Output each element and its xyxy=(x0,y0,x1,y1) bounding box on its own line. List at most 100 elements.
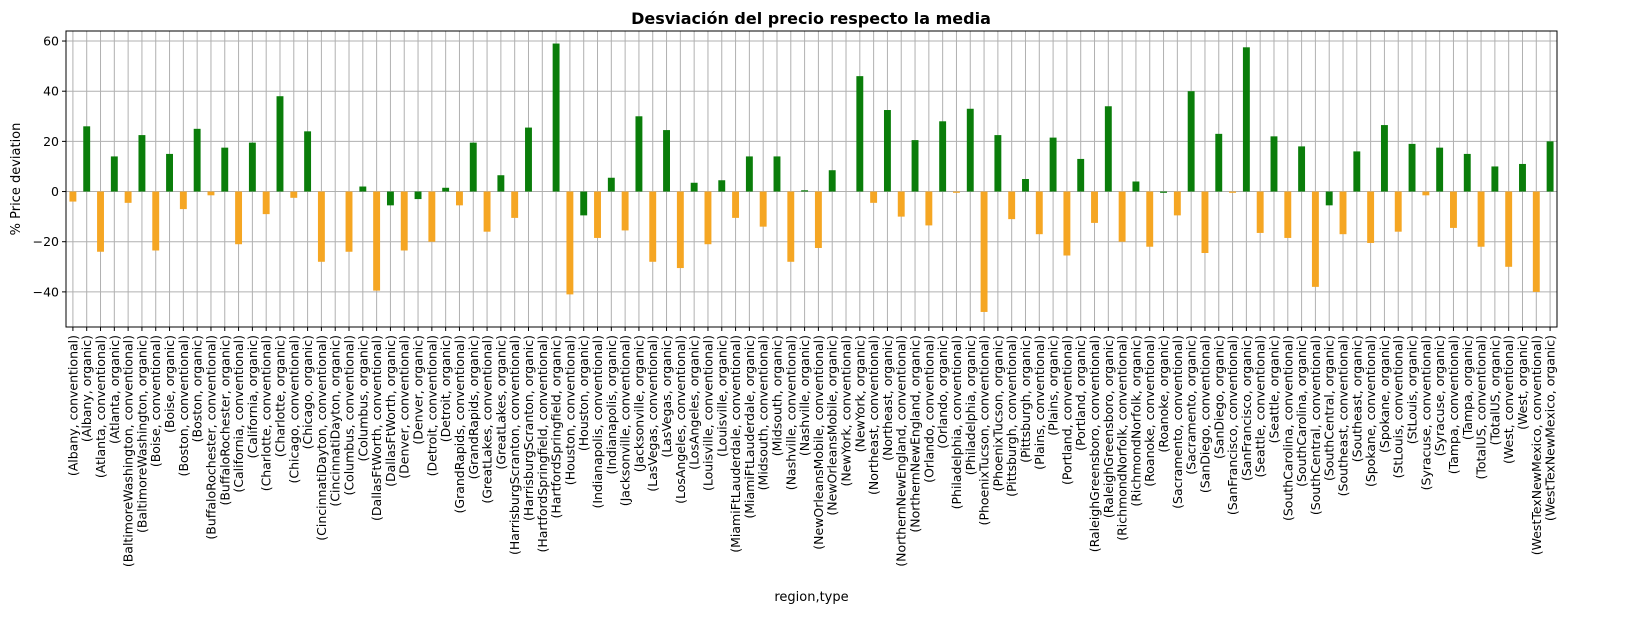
x-tick-label: (Philadelphia, organic) xyxy=(963,335,978,475)
bar xyxy=(152,191,160,251)
plot-frame xyxy=(65,30,1558,328)
x-tick-label: (Southeast, conventional) xyxy=(1336,335,1351,496)
y-tick-label: −40 xyxy=(33,284,59,299)
bar xyxy=(1215,133,1223,192)
x-tick-label: (RaleighGreensboro, organic) xyxy=(1101,335,1116,518)
bar xyxy=(511,191,519,218)
x-tick-label: (LosAngeles, organic) xyxy=(687,335,702,470)
bar xyxy=(787,191,795,262)
x-tick-label: (NewOrleansMobile, organic) xyxy=(825,335,840,516)
x-tick-label: (StLouis, organic) xyxy=(1405,335,1420,444)
bar xyxy=(745,156,753,192)
bar xyxy=(124,191,132,203)
bar xyxy=(939,121,947,192)
x-tick-label: (HartfordSpringfield, organic) xyxy=(549,335,564,518)
x-tick-label: (TotalUS, organic) xyxy=(1487,335,1502,445)
bar xyxy=(1229,191,1237,193)
bar xyxy=(1298,146,1306,192)
x-tick-label: (SanDiego, organic) xyxy=(1211,335,1226,459)
bar xyxy=(483,191,491,232)
x-tick-label: (Orlando, conventional) xyxy=(921,335,936,483)
x-tick-label: (West, organic) xyxy=(1515,335,1530,430)
bar xyxy=(1532,191,1540,292)
bar xyxy=(110,156,118,192)
bar xyxy=(386,191,394,206)
x-tick-label: (SanFrancisco, conventional) xyxy=(1225,335,1240,515)
bar xyxy=(870,191,878,203)
x-tick-label: (HartfordSpringfield, conventional) xyxy=(535,335,550,553)
bar xyxy=(442,187,450,192)
x-tick-label: (Seattle, conventional) xyxy=(1253,335,1268,477)
bar xyxy=(966,108,974,192)
x-tick-label: (Louisville, organic) xyxy=(714,335,729,457)
bar xyxy=(1450,191,1457,228)
bar xyxy=(248,142,256,192)
bar xyxy=(83,126,91,192)
x-tick-label: (NewYork, conventional) xyxy=(839,335,854,487)
bar xyxy=(856,76,864,192)
bar xyxy=(1201,191,1209,253)
bar xyxy=(801,190,809,192)
bar xyxy=(635,116,643,192)
bar xyxy=(359,186,367,192)
bar xyxy=(1436,147,1444,192)
bar xyxy=(759,191,767,227)
bar xyxy=(925,191,933,226)
grid-lines xyxy=(66,31,1557,327)
bar xyxy=(704,191,712,245)
x-tick-label: (MiamiFtLauderdale, conventional) xyxy=(728,335,743,553)
x-tick-label: (StLouis, conventional) xyxy=(1391,335,1406,478)
bar xyxy=(566,191,574,295)
x-tick-label: (Indianapolis, conventional) xyxy=(590,335,605,509)
bar xyxy=(207,191,215,196)
bar xyxy=(828,170,836,192)
x-tick-label: (MiamiFtLauderdale, organic) xyxy=(742,335,757,519)
x-tick-label: (Nashville, conventional) xyxy=(783,335,798,490)
bar xyxy=(1284,191,1292,238)
bar xyxy=(994,135,1002,192)
bar xyxy=(1270,136,1278,192)
x-tick-label: (Charlotte, conventional) xyxy=(259,335,274,491)
x-tick-label: (Southeast, organic) xyxy=(1349,335,1364,462)
x-tick-label: (DallasFtWorth, organic) xyxy=(383,335,398,487)
x-tick-label: (Atlanta, organic) xyxy=(107,335,122,444)
x-tick-label: (Plains, organic) xyxy=(1046,335,1061,436)
x-tick-label: (Spokane, conventional) xyxy=(1363,335,1378,487)
x-tick-label: (Roanoke, conventional) xyxy=(1142,335,1157,487)
x-tick-label: (West, conventional) xyxy=(1501,335,1516,464)
x-tick-label: (NorthernNewEngland, conventional) xyxy=(894,335,909,567)
bar xyxy=(1408,143,1416,192)
x-tick-label: (Detroit, organic) xyxy=(438,335,453,442)
bar xyxy=(980,191,988,312)
x-tick-label: (Tampa, conventional) xyxy=(1446,335,1461,474)
x-tick-label: (Albany, organic) xyxy=(79,335,94,442)
x-tick-label: (Boston, conventional) xyxy=(176,335,191,476)
chart-title: Desviación del precio respecto la media xyxy=(631,9,991,28)
bar xyxy=(1118,191,1126,242)
x-tick-label: (Houston, conventional) xyxy=(562,335,577,485)
x-tick-label: (NewYork, organic) xyxy=(852,335,867,452)
x-tick-label: (Syracuse, conventional) xyxy=(1418,335,1433,490)
x-tick-label: (NewOrleansMobile, conventional) xyxy=(811,335,826,550)
x-tick-label: (Northeast, conventional) xyxy=(866,335,881,495)
y-tick-label: −20 xyxy=(33,234,59,249)
x-tick-label: (BuffaloRochester, conventional) xyxy=(203,335,218,540)
y-tick-label: 20 xyxy=(43,134,59,149)
x-tick-label: (Sacramento, conventional) xyxy=(1170,335,1185,509)
x-tick-label: (Pittsburgh, organic) xyxy=(1018,335,1033,463)
x-tick-label: (SouthCentral, organic) xyxy=(1322,335,1337,481)
bar xyxy=(1463,153,1471,192)
bar xyxy=(1477,191,1485,247)
x-tick-label: (Northeast, organic) xyxy=(880,335,895,461)
bar xyxy=(897,191,905,217)
x-tick-label: (Pittsburgh, conventional) xyxy=(1004,335,1019,497)
bar xyxy=(814,191,822,248)
bar xyxy=(193,128,201,192)
x-tick-label: (Chicago, conventional) xyxy=(286,335,301,483)
y-tick-label: 40 xyxy=(43,84,59,99)
x-tick-label: (SanFrancisco, organic) xyxy=(1239,335,1254,481)
bar xyxy=(690,182,698,192)
bar xyxy=(69,191,77,202)
bar xyxy=(911,140,919,192)
bar xyxy=(1104,106,1112,192)
